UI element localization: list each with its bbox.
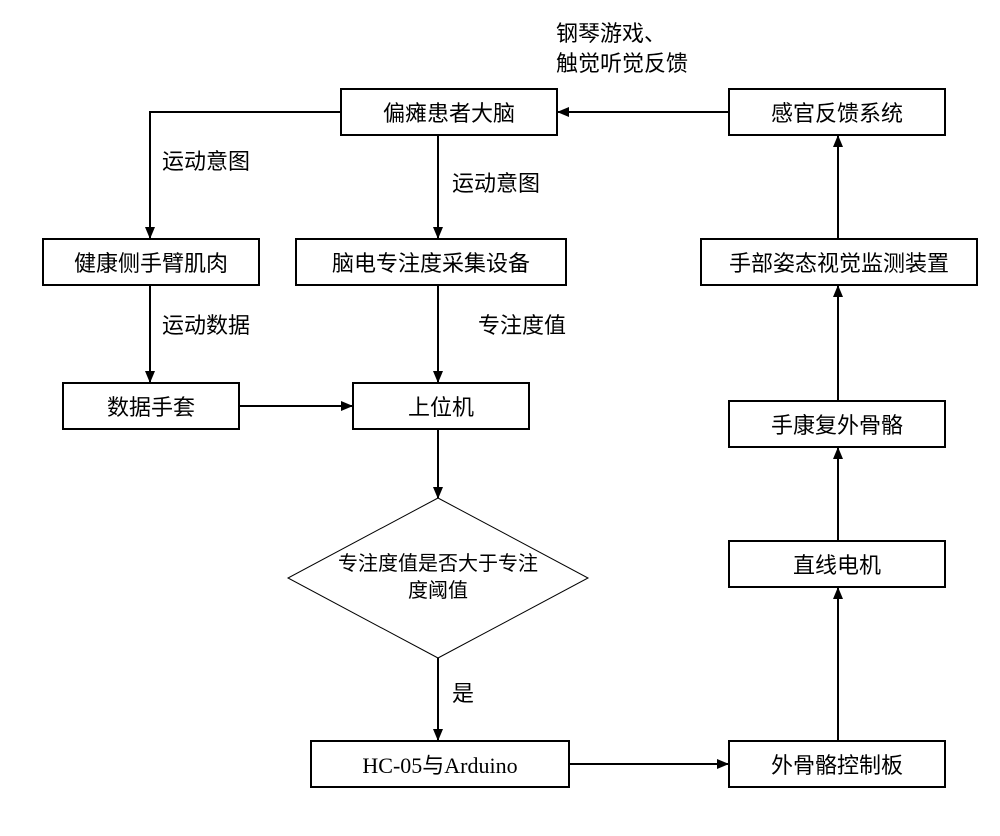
node-host-pc: 上位机: [352, 382, 530, 430]
node-label: 手部姿态视觉监测装置: [729, 246, 949, 278]
node-label: 手康复外骨骼: [771, 408, 903, 440]
node-data-glove: 数据手套: [62, 382, 240, 430]
label-piano-game-line1: 钢琴游戏、: [556, 20, 666, 48]
node-exo-control: 外骨骼控制板: [728, 740, 946, 788]
decision-text: 专注度值是否大于专注 度阈值: [338, 551, 538, 605]
label-motion-intent-center: 运动意图: [452, 170, 540, 198]
node-sensory-feedback: 感官反馈系统: [728, 88, 946, 136]
node-label: 直线电机: [793, 548, 881, 580]
node-label: 健康侧手臂肌肉: [74, 246, 228, 278]
label-attention-value: 专注度值: [478, 312, 566, 340]
node-label: 上位机: [408, 390, 474, 422]
node-label: HC-05与Arduino: [362, 748, 517, 780]
node-hand-monitor: 手部姿态视觉监测装置: [700, 238, 978, 286]
diagram-canvas: 偏瘫患者大脑 感官反馈系统 健康侧手臂肌肉 脑电专注度采集设备 手部姿态视觉监测…: [0, 0, 1000, 836]
label-motion-intent-left: 运动意图: [162, 148, 250, 176]
node-arm-muscle: 健康侧手臂肌肉: [42, 238, 260, 286]
node-eeg-device: 脑电专注度采集设备: [295, 238, 567, 286]
node-hc05-arduino: HC-05与Arduino: [310, 740, 570, 788]
label-yes: 是: [452, 680, 474, 708]
node-label: 偏瘫患者大脑: [383, 96, 515, 128]
node-label: 外骨骼控制板: [771, 748, 903, 780]
decision-threshold: 专注度值是否大于专注 度阈值: [288, 498, 588, 658]
node-brain: 偏瘫患者大脑: [340, 88, 558, 136]
node-label: 数据手套: [107, 390, 195, 422]
label-piano-game-line2: 触觉听觉反馈: [556, 50, 688, 78]
label-motion-data: 运动数据: [162, 312, 250, 340]
node-linear-motor: 直线电机: [728, 540, 946, 588]
node-label: 脑电专注度采集设备: [332, 246, 530, 278]
node-exoskeleton: 手康复外骨骼: [728, 400, 946, 448]
node-label: 感官反馈系统: [771, 96, 903, 128]
